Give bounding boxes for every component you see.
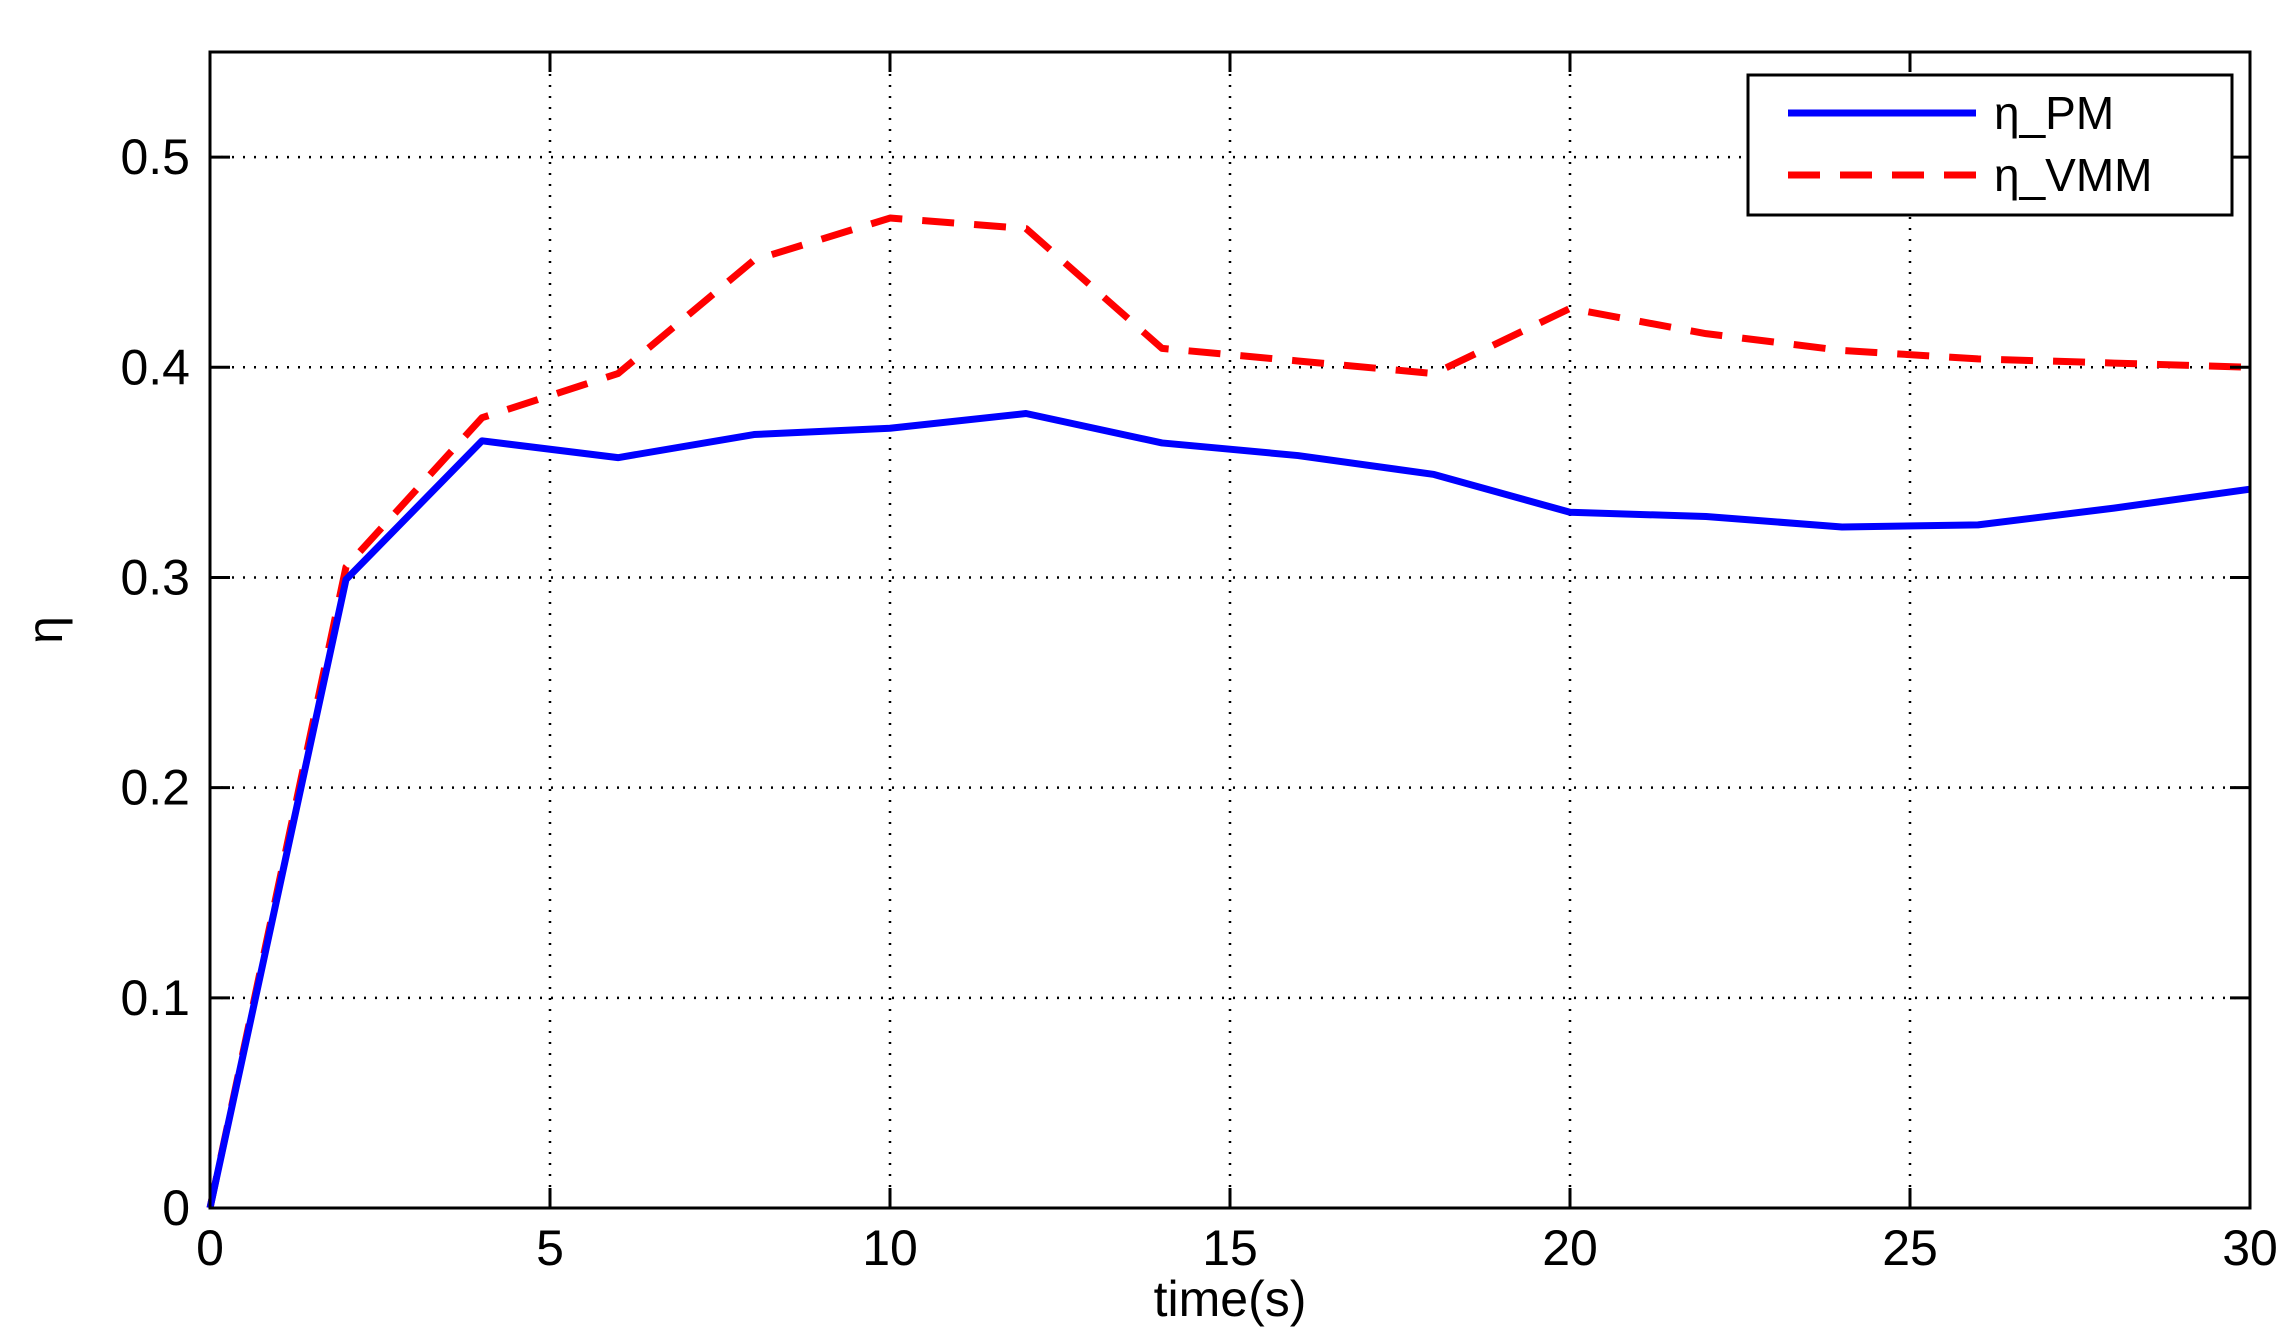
y-tick-label: 0 — [162, 1180, 190, 1236]
series-line-0 — [206, 410, 2251, 1209]
y-tick-label: 0.1 — [120, 970, 190, 1026]
y-tick-label: 0.4 — [120, 339, 190, 395]
plot-area-frame — [208, 50, 2252, 1210]
x-tick-label: 0 — [196, 1220, 224, 1276]
y-tick-label: 0.5 — [120, 129, 190, 185]
x-tick-label: 5 — [536, 1220, 564, 1276]
x-tick-label: 10 — [862, 1220, 918, 1276]
x-tick-label: 15 — [1202, 1220, 1258, 1276]
x-axis-label: time(s) — [1154, 1271, 1307, 1327]
legend-label-1: η_VMM — [1994, 149, 2152, 201]
x-tick-label: 25 — [1882, 1220, 1938, 1276]
x-tick-label: 20 — [1542, 1220, 1598, 1276]
series-line-1 — [206, 214, 2251, 1209]
y-axis-label: η — [17, 616, 73, 644]
legend-label-0: η_PM — [1994, 87, 2114, 139]
y-tick-label: 0.2 — [120, 760, 190, 816]
grid-lines — [210, 52, 2250, 1208]
series-layer — [206, 214, 2251, 1209]
y-tick-label: 0.3 — [120, 549, 190, 605]
legend-box — [1746, 73, 2234, 217]
legend: η_PM η_VMM — [1746, 73, 2234, 217]
x-tick-label: 30 — [2222, 1220, 2278, 1276]
axis-ticks: 0 5 10 15 20 25 30 0 0.1 0.2 0.3 0.4 0.5 — [120, 52, 2278, 1276]
